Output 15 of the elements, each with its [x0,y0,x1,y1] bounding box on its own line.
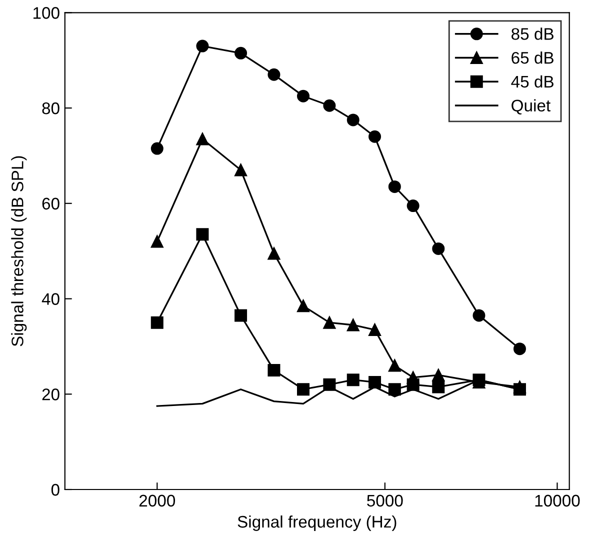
y-tick-label: 20 [42,388,60,400]
y-tick-label: 60 [42,198,60,210]
y-tick-label: 0 [51,484,60,496]
legend-label: 45 dB [511,75,554,88]
y-tick-label: 100 [34,7,60,19]
y-tick-label: 40 [42,293,60,305]
x-tick-label: 2000 [139,494,176,507]
x-axis-title: Signal frequency (Hz) [238,515,396,531]
legend-label: 85 dB [512,28,554,40]
legend-label: Quiet [512,99,551,114]
y-tick-label: 80 [42,102,60,114]
legend-label: 65 dB [512,52,554,64]
y-axis-title: Signal threshold (dB SPL) [11,156,27,346]
x-tick-label: 5000 [367,494,403,507]
x-tick-label: 10000 [535,494,580,507]
